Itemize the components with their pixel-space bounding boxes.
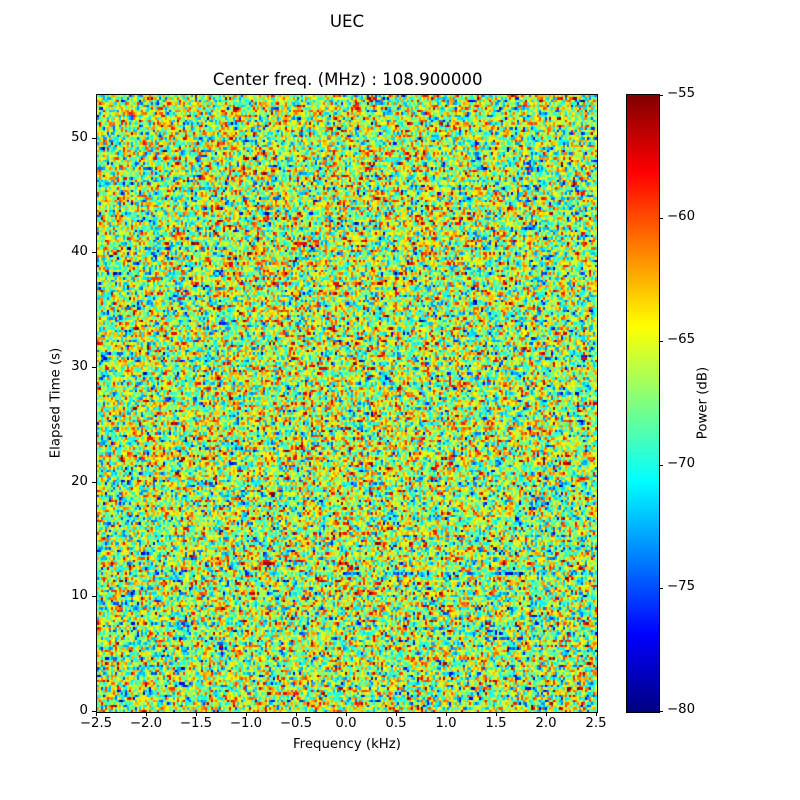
y-tick-mark xyxy=(92,481,96,483)
plot-title: UEC xyxy=(329,12,365,31)
y-tick-mark xyxy=(92,596,96,598)
colorbar-tick-mark xyxy=(659,341,663,343)
x-tick-label: 0.0 xyxy=(335,716,357,731)
colorbar xyxy=(626,94,660,713)
x-tick-mark xyxy=(546,712,547,716)
plot-frame xyxy=(96,94,598,713)
x-tick-mark xyxy=(396,712,397,716)
colorbar-tick-label: −55 xyxy=(667,86,696,101)
x-tick-mark xyxy=(296,712,297,716)
colorbar-tick-label: −75 xyxy=(667,578,696,594)
x-tick-label: 2.0 xyxy=(535,716,557,731)
y-tick-label: 0 xyxy=(79,703,88,718)
colorbar-tick-label: −65 xyxy=(667,332,696,348)
x-axis-label: Frequency (kHz) xyxy=(293,737,401,752)
x-tick-label: −1.5 xyxy=(179,716,213,731)
y-axis-label: Elapsed Time (s) xyxy=(48,347,64,459)
x-tick-label: 0.5 xyxy=(385,716,407,731)
y-tick-label: 50 xyxy=(71,129,88,145)
x-tick-mark xyxy=(446,712,447,716)
y-tick-label: 10 xyxy=(71,588,88,604)
y-tick-mark xyxy=(92,137,96,139)
x-tick-mark xyxy=(196,712,197,716)
x-tick-mark xyxy=(596,712,597,716)
y-tick-mark xyxy=(92,252,96,254)
y-tick-mark xyxy=(92,366,96,368)
y-tick-label: 20 xyxy=(71,473,88,489)
colorbar-tick-mark xyxy=(659,587,663,589)
x-tick-mark xyxy=(496,712,497,716)
colorbar-tick-label: −80 xyxy=(667,702,696,717)
colorbar-tick-mark xyxy=(659,218,663,220)
colorbar-tick-label: −70 xyxy=(667,455,696,471)
y-tick-label: 30 xyxy=(71,358,88,374)
x-tick-mark xyxy=(246,712,247,716)
x-tick-label: −0.5 xyxy=(279,716,313,731)
x-tick-label: 1.5 xyxy=(485,716,507,731)
x-tick-label: −1.0 xyxy=(229,716,263,731)
colorbar-tick-mark xyxy=(659,711,663,712)
center-freq-line: Center freq. (MHz) : 108.900000 xyxy=(176,69,483,89)
colorbar-tick-mark xyxy=(659,95,663,96)
x-tick-label: −2.0 xyxy=(129,716,163,731)
colorbar-gradient xyxy=(627,95,659,712)
y-tick-mark xyxy=(92,711,96,712)
x-tick-mark xyxy=(346,712,347,716)
x-tick-label: −2.5 xyxy=(79,716,113,731)
colorbar-tick-label: −60 xyxy=(667,209,696,225)
colorbar-label: Power (dB) xyxy=(695,366,711,440)
x-tick-label: 1.0 xyxy=(435,716,457,731)
y-tick-label: 40 xyxy=(71,244,88,260)
x-tick-mark xyxy=(146,712,147,716)
x-tick-label: 2.5 xyxy=(585,716,607,731)
colorbar-tick-mark xyxy=(659,464,663,466)
spectrogram-canvas xyxy=(97,95,597,712)
x-tick-mark xyxy=(96,712,97,716)
